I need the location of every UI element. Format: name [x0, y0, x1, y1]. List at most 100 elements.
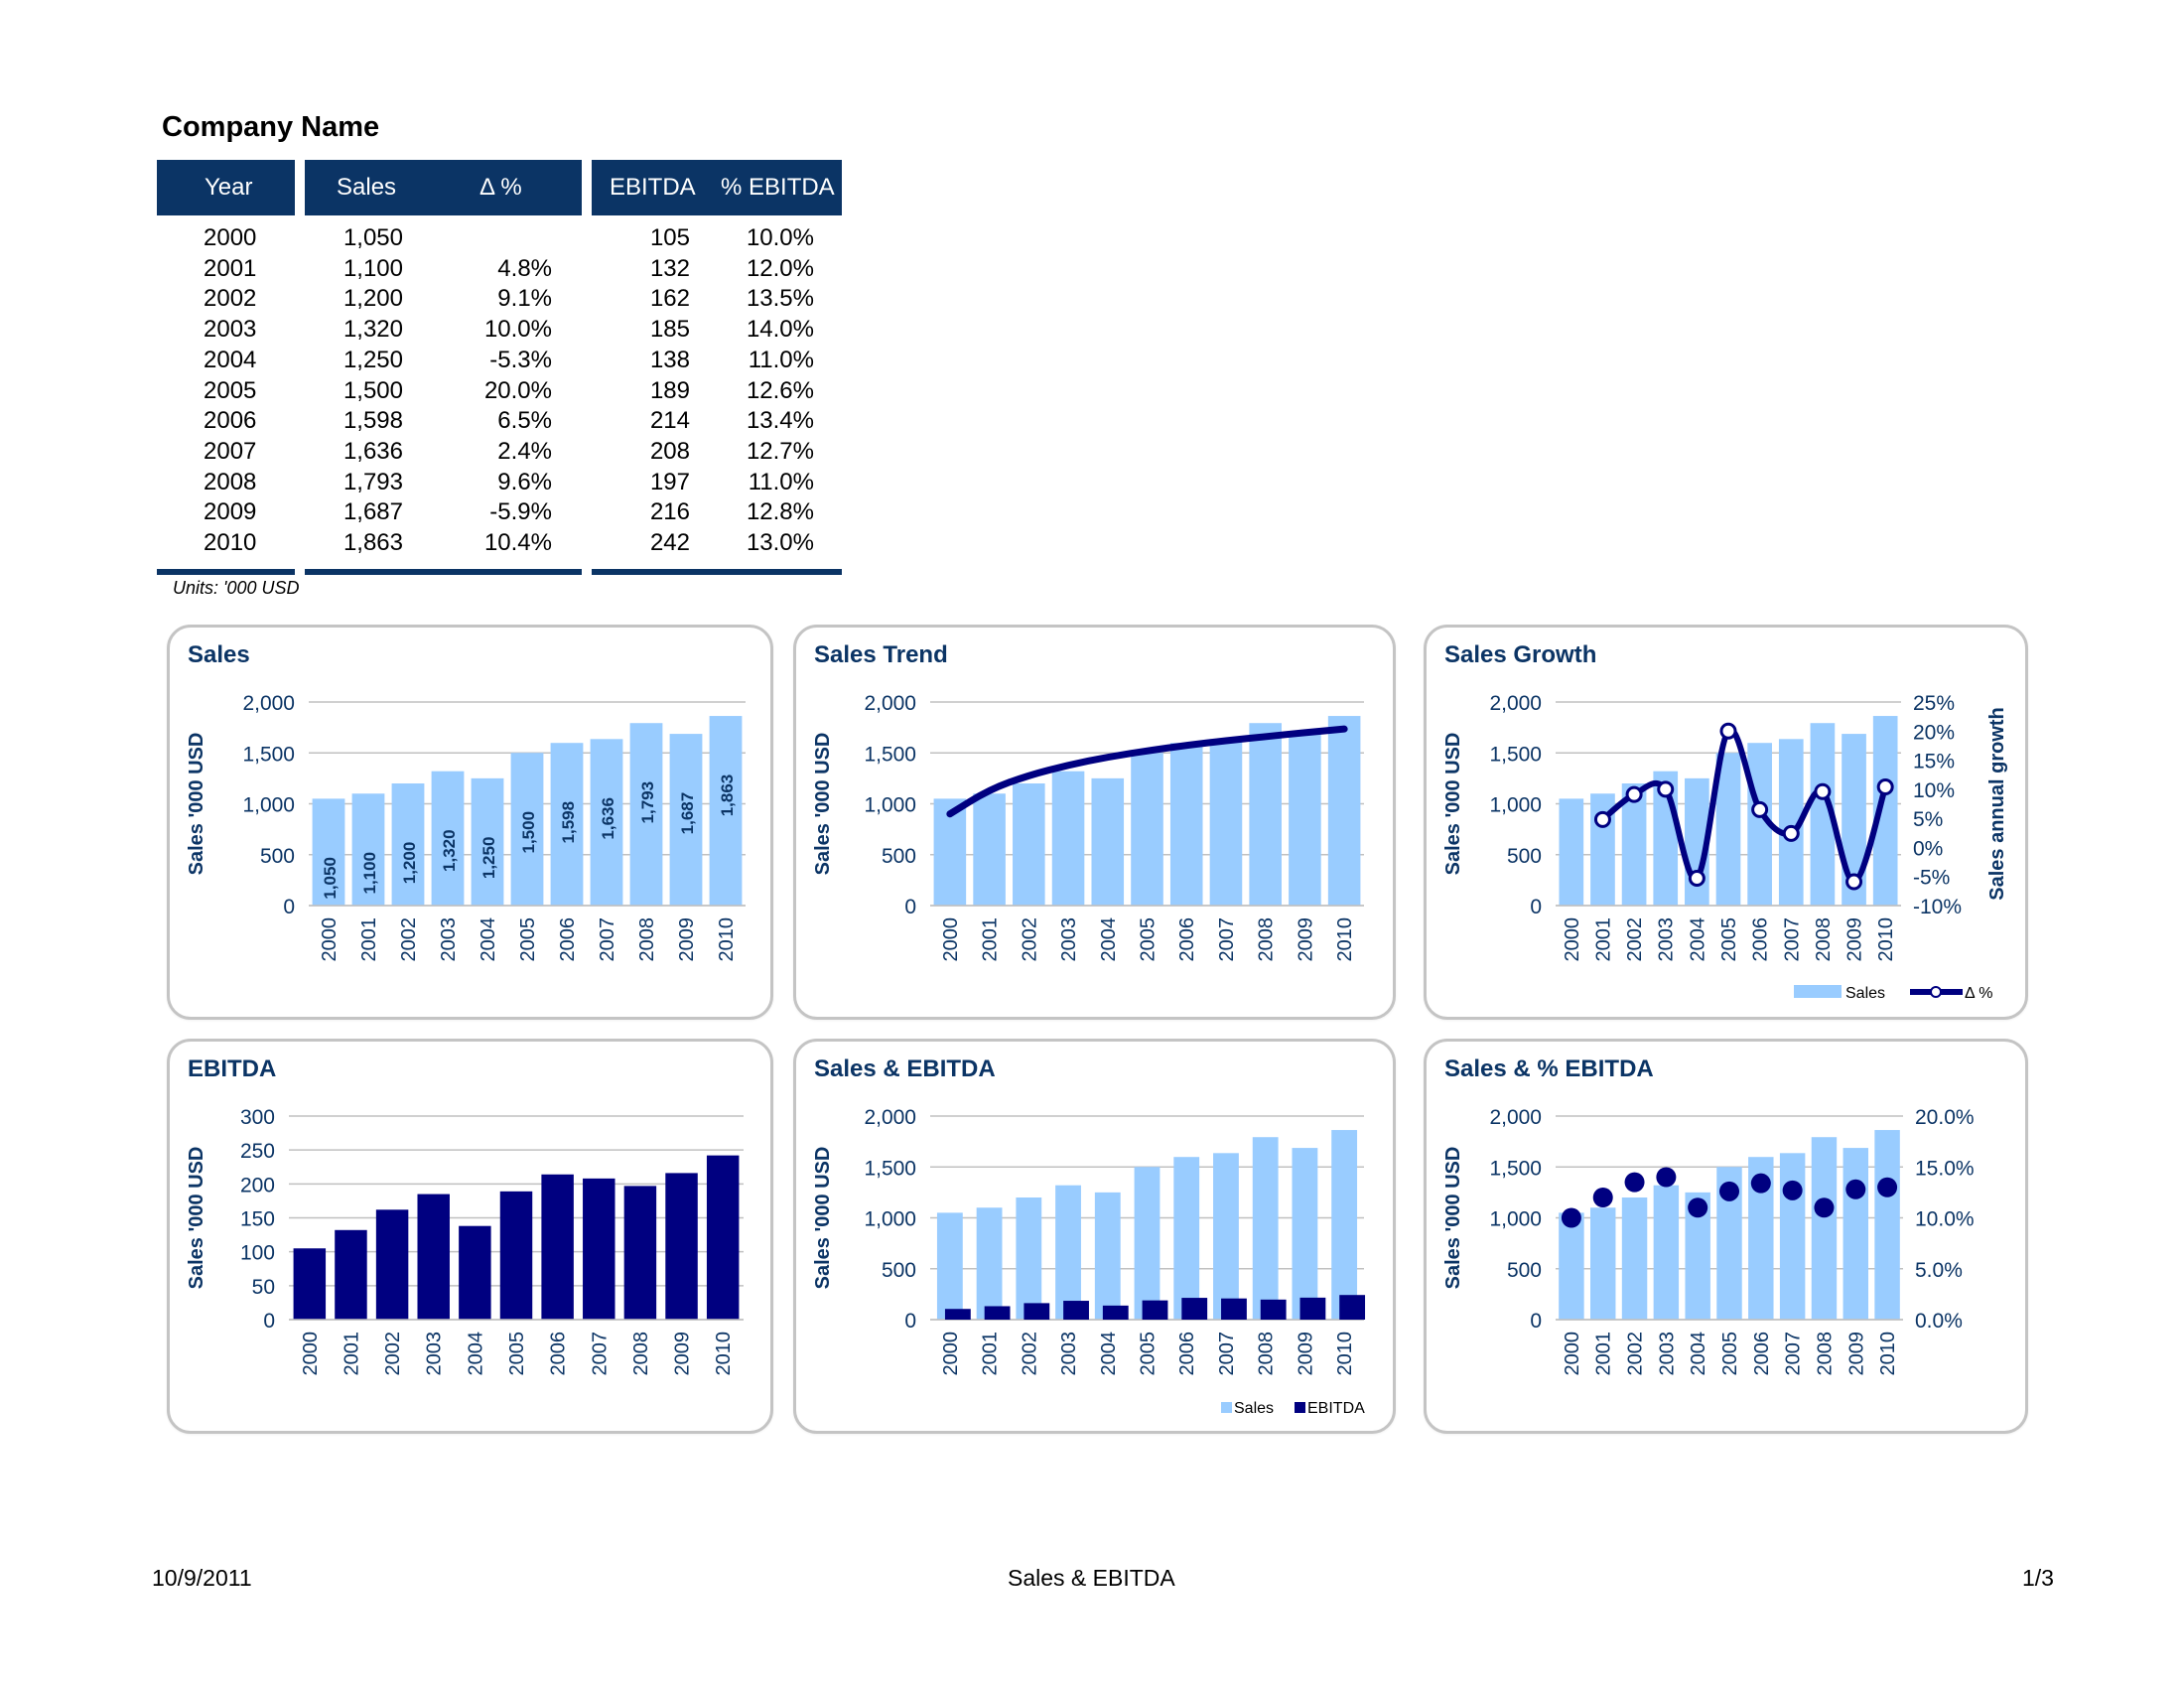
y2-tick-label: 20.0%: [1915, 1106, 1975, 1129]
cell-year: 2010: [204, 529, 257, 556]
y2-tick-label: 10%: [1913, 779, 1955, 802]
units-note: Units: '000 USD: [173, 578, 300, 598]
y-tick-label: 1,000: [1489, 1208, 1542, 1231]
x-tick-label: 2010: [1334, 917, 1356, 962]
x-tick-label: 2006: [548, 1332, 570, 1376]
header-year: Year: [205, 174, 253, 201]
x-tick-label: 2001: [1593, 1332, 1615, 1376]
x-tick-label: 2004: [1098, 1332, 1120, 1376]
bar-sales: [1843, 1148, 1868, 1320]
y-tick-label: 1,500: [864, 1157, 916, 1180]
bar-sales: [1559, 1212, 1584, 1320]
x-tick-label: 2000: [319, 917, 341, 962]
y-axis-label: Sales '000 USD: [186, 733, 207, 876]
bar-sales: [1715, 753, 1741, 906]
cell-pct-ebitda: 11.0%: [748, 346, 814, 373]
cell-ebitda: 162: [649, 285, 690, 313]
x-tick-label: 2000: [300, 1332, 322, 1376]
growth-point: [1845, 873, 1863, 891]
x-tick-label: 2010: [1875, 917, 1897, 962]
company-name: Company Name: [162, 111, 380, 143]
x-tick-label: 2004: [478, 917, 499, 962]
x-tick-label: 2005: [1718, 917, 1740, 962]
cell-sales: 1,100: [342, 254, 403, 282]
bar-sales: [1292, 1148, 1318, 1320]
bar-sales: [629, 723, 663, 906]
cell-pct-ebitda: 12.0%: [746, 254, 814, 282]
pct-ebitda-point: [1814, 1197, 1835, 1218]
x-tick-label: 2002: [1019, 1332, 1040, 1376]
cell-year: 2007: [204, 437, 257, 465]
x-tick-label: 2006: [557, 917, 579, 962]
bar-sales: [351, 793, 385, 906]
y2-tick-label: 20%: [1913, 721, 1955, 744]
x-tick-label: 2005: [1719, 1332, 1741, 1376]
x-tick-label: 2000: [1562, 1332, 1583, 1376]
pct-ebitda-point: [1592, 1188, 1613, 1207]
x-tick-label: 2008: [1813, 917, 1835, 962]
y-tick-label: 2,000: [1489, 1106, 1542, 1129]
table-footer-rule: [305, 569, 582, 575]
x-tick-label: 2005: [517, 917, 539, 962]
bar-sales: [471, 777, 504, 906]
y2-tick-label: 5%: [1913, 808, 1943, 831]
table-row: 2009 1,687 -5.9% 216 12.8%: [0, 498, 893, 529]
table-row: 2001 1,100 4.8% 132 12.0%: [0, 255, 893, 286]
cell-sales: 1,200: [342, 285, 403, 313]
cell-year: 2003: [204, 316, 257, 344]
chart-title: Sales: [188, 641, 250, 668]
y-tick-label: 200: [240, 1174, 275, 1196]
x-tick-label: 2007: [597, 917, 618, 962]
bar-sales: [1091, 777, 1125, 906]
data-label: 1,598: [559, 801, 578, 844]
x-tick-label: 2006: [1751, 1332, 1773, 1376]
cell-year: 2001: [204, 254, 257, 282]
cell-ebitda: 214: [649, 407, 690, 435]
y2-tick-label: 25%: [1913, 692, 1955, 715]
data-label: 1,250: [479, 837, 498, 880]
bar-sales: [1173, 1157, 1200, 1320]
bar-sales: [1559, 798, 1584, 906]
cell-pct-ebitda: 13.5%: [746, 285, 814, 313]
bar-sales: [1131, 753, 1163, 906]
data-label: 1,687: [678, 792, 697, 835]
bar-ebitda: [706, 1155, 740, 1320]
x-tick-label: 2004: [465, 1332, 486, 1376]
bar-sales: [431, 771, 465, 906]
trendline: [946, 725, 1348, 818]
x-tick-label: 2009: [1845, 1332, 1867, 1376]
bar-ebitda: [665, 1173, 698, 1320]
cell-sales: 1,320: [342, 316, 403, 344]
x-tick-label: 2003: [1656, 1332, 1678, 1376]
x-tick-label: 2001: [341, 1332, 362, 1376]
cell-year: 2008: [204, 468, 257, 495]
data-label: 1,320: [440, 829, 459, 872]
table-footer-rule: [592, 569, 842, 575]
bar-sales: [1621, 783, 1647, 906]
data-label: 1,636: [599, 797, 617, 840]
cell-pct-ebitda: 13.4%: [746, 407, 814, 435]
bar-ebitda: [1299, 1297, 1326, 1320]
y-tick-label: 50: [252, 1276, 275, 1299]
bar-sales: [391, 783, 425, 906]
growth-point: [1876, 778, 1894, 796]
y-axis-label: Sales '000 USD: [1442, 1147, 1464, 1290]
y2-axis-label: Sales annual growth: [1986, 707, 2008, 900]
header-pct-ebitda: % EBITDA: [721, 174, 835, 201]
header-ebitda: EBITDA: [610, 174, 696, 201]
chart-panel-sales: Sales 0 500 1,000 1,500 2,000 Sales '000 USD 1…: [167, 625, 773, 1020]
x-tick-label: 2008: [630, 1332, 652, 1376]
y-tick-label: 2,000: [864, 692, 916, 715]
y-tick-label: 0: [1530, 1310, 1542, 1333]
x-tick-label: 2002: [1625, 1332, 1647, 1376]
y-tick-label: 0: [263, 1310, 275, 1333]
sales-trend-chart: 0 500 1,000 1,500 2,000 Sales '000 USD 2000 200…: [812, 692, 1364, 962]
bar-ebitda: [623, 1186, 657, 1320]
legend-marker-delta: [1930, 986, 1942, 998]
header-sales: Sales: [337, 174, 397, 201]
x-tick-label: 2002: [1624, 917, 1646, 962]
y2-tick-label: 0%: [1913, 837, 1943, 860]
cell-ebitda: 185: [649, 316, 690, 344]
y-tick-label: 0: [904, 1310, 916, 1333]
table-row: 2007 1,636 2.4% 208 12.7%: [0, 438, 893, 469]
